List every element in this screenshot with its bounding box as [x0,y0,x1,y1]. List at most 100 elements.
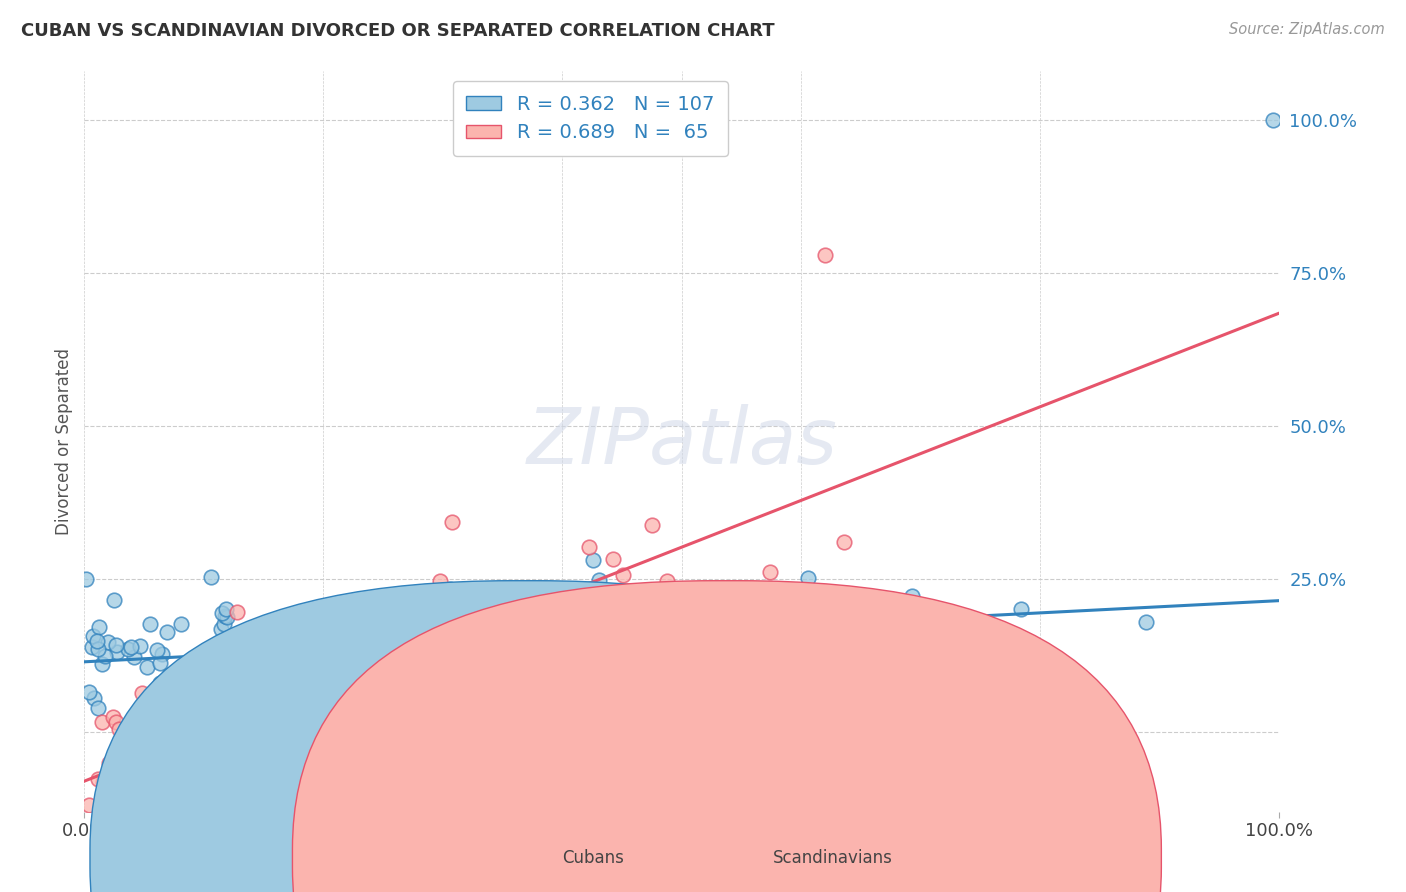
Point [354,740,377,755]
Point [225,605,247,619]
Point [194,680,217,694]
Point [233,661,256,675]
Y-axis label: Divorced or Separated: Divorced or Separated [55,348,73,535]
Point [529,633,551,648]
Point [111,820,134,834]
Point [325,705,347,719]
Text: Cubans: Cubans [562,849,624,867]
Text: Scandinavians: Scandinavians [773,849,893,867]
FancyBboxPatch shape [292,581,1161,892]
Legend: R = 0.362   N = 107, R = 0.689   N =  65: R = 0.362 N = 107, R = 0.689 N = 65 [453,81,728,156]
Point [163,790,186,805]
Point [97,635,120,649]
Point [86,701,108,715]
Point [79,685,101,699]
Point [262,648,284,662]
Point [297,636,319,650]
Point [439,606,461,620]
Point [1135,615,1157,629]
Point [139,616,162,631]
Point [157,668,180,682]
Point [214,609,236,624]
Point [337,638,360,652]
Point [588,573,610,587]
Point [738,613,761,627]
Point [440,515,463,529]
Point [267,775,290,789]
Point [374,629,396,643]
Point [105,715,128,730]
Point [215,609,238,624]
Point [433,632,456,647]
Text: Source: ZipAtlas.com: Source: ZipAtlas.com [1229,22,1385,37]
Point [180,666,202,681]
Point [328,645,350,659]
Point [606,628,628,642]
Point [846,640,869,655]
Point [187,677,209,691]
Point [83,690,105,705]
Point [91,715,114,730]
Point [429,574,451,589]
Point [1010,602,1032,616]
Point [107,722,129,736]
Point [797,570,820,584]
Point [439,582,461,596]
Point [86,634,108,648]
Point [254,637,277,651]
Point [869,648,891,663]
Point [385,652,408,666]
Point [120,640,142,654]
Point [197,771,219,785]
Point [602,552,624,566]
Point [204,641,226,656]
Point [215,602,238,616]
Point [901,589,924,603]
Point [91,775,114,789]
Point [277,724,299,739]
Point [359,640,381,654]
Point [79,797,101,812]
Point [458,632,481,647]
Point [375,615,398,630]
Point [200,570,222,584]
Point [157,746,180,760]
Point [392,685,415,699]
Point [934,682,956,697]
Point [145,642,167,657]
Point [156,748,179,763]
Point [91,657,114,671]
Point [578,540,600,554]
Point [612,568,634,582]
FancyBboxPatch shape [90,581,959,892]
Point [412,613,434,627]
Point [218,801,240,815]
Point [318,650,340,665]
Point [366,628,388,642]
Point [969,640,991,654]
Point [335,672,357,686]
Point [93,847,115,861]
Point [637,623,659,637]
Point [391,668,413,682]
Point [135,660,157,674]
Point [243,710,266,724]
Point [551,667,574,681]
Point [814,248,837,262]
Point [641,518,664,533]
Point [267,664,290,678]
Point [117,642,139,657]
Point [179,724,201,739]
Point [582,553,605,567]
Point [329,775,352,789]
Point [486,670,509,684]
Point [149,675,172,690]
Point [832,535,855,549]
Point [211,606,233,620]
Point [170,616,193,631]
Point [156,624,179,639]
Point [745,676,768,690]
Point [450,602,472,616]
Point [482,602,505,616]
Point [87,642,110,657]
